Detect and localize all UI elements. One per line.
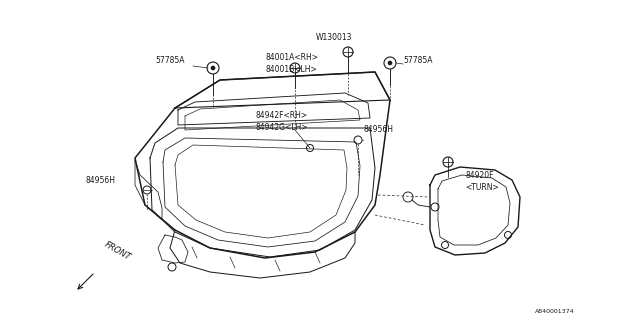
Text: <TURN>: <TURN> — [465, 183, 499, 192]
Text: 57785A: 57785A — [403, 56, 433, 65]
Text: 84956H: 84956H — [363, 125, 393, 134]
Text: A840001374: A840001374 — [536, 309, 575, 314]
Text: 84942G<LH>: 84942G<LH> — [255, 123, 307, 132]
Circle shape — [211, 66, 215, 70]
Circle shape — [388, 61, 392, 65]
Text: 84920F: 84920F — [465, 171, 493, 180]
Text: W130013: W130013 — [316, 33, 353, 42]
Text: FRONT: FRONT — [103, 240, 132, 262]
Text: 57785A: 57785A — [155, 56, 184, 65]
Text: 84001A<RH>: 84001A<RH> — [265, 53, 318, 62]
Text: 84942F<RH>: 84942F<RH> — [255, 111, 307, 120]
Text: 84001B<LH>: 84001B<LH> — [265, 65, 317, 74]
Text: 84956H: 84956H — [85, 176, 115, 185]
